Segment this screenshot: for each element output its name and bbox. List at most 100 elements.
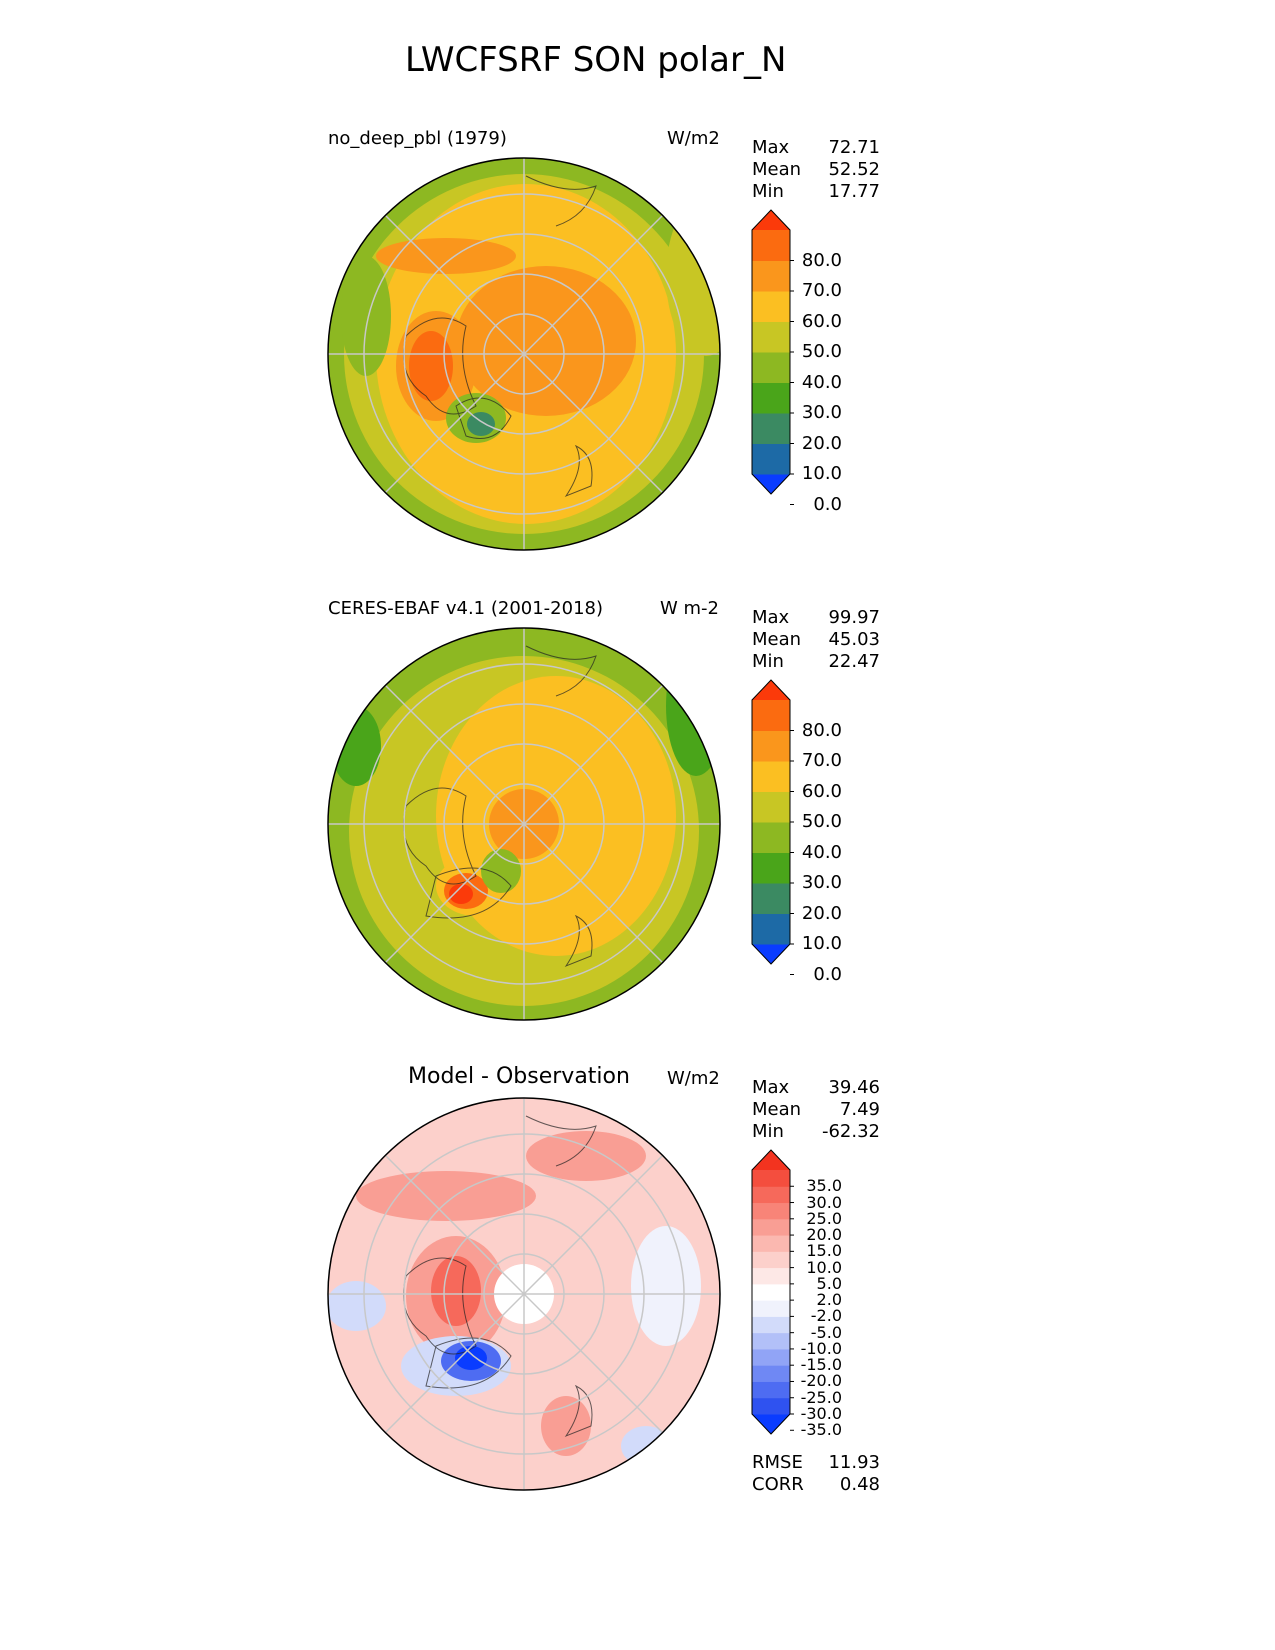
colorbar-bin <box>752 1332 790 1350</box>
colorbar-bin <box>752 1251 790 1269</box>
colorbar-outline <box>751 209 791 495</box>
colorbar-bin <box>752 1218 790 1236</box>
panel3-polar-map <box>327 1097 721 1491</box>
colorbar-bin <box>752 761 790 792</box>
colorbar-tick-label: -25.0 <box>800 1387 842 1407</box>
colorbar-tick-label: 0.0 <box>813 493 842 515</box>
colorbar-bin <box>752 1283 790 1301</box>
colorbar-bin <box>752 382 790 414</box>
colorbar-tick-label: 20.0 <box>801 432 842 454</box>
colorbar-bin <box>752 822 790 853</box>
colorbar-extend-max <box>752 210 790 230</box>
colorbar-tick-label: 20.0 <box>806 1225 842 1245</box>
rmse-value: 11.93 <box>828 1452 880 1473</box>
colorbar-tick-label: -10.0 <box>800 1338 842 1358</box>
colorbar-tick-label: 50.0 <box>801 811 842 832</box>
colorbar-extend-max <box>752 1150 790 1170</box>
stat-min-value: 17.77 <box>828 181 880 202</box>
colorbar-tick-label: 50.0 <box>801 341 842 362</box>
colorbar-bin <box>752 291 790 322</box>
colorbar-tick-label: -2.0 <box>810 1306 842 1326</box>
colorbar-outline <box>751 679 791 965</box>
panel1-stats: Max 72.71 Mean 52.52 Min 17.77 <box>752 137 880 203</box>
colorbar-tick-label: 25.0 <box>806 1208 842 1228</box>
colorbar-bin <box>752 1397 790 1415</box>
stat-max-label: Max <box>752 1077 790 1098</box>
panel3-colorbar <box>751 1149 794 1435</box>
stat-min-label: Min <box>752 181 784 202</box>
colorbar-tick-label: 30.0 <box>806 1192 842 1212</box>
coastlines <box>403 175 597 498</box>
panel3-metrics: RMSE 11.93 CORR 0.48 <box>752 1452 880 1496</box>
colorbar-extend-min <box>752 944 790 964</box>
stat-mean-value: 7.49 <box>839 1099 880 1120</box>
colorbar-extend-min <box>752 474 790 494</box>
colorbar-bin <box>752 1186 790 1204</box>
stat-min-value: -62.32 <box>821 1121 880 1142</box>
colorbar-bin <box>752 1381 790 1399</box>
stat-max-label: Max <box>752 137 790 158</box>
colorbar-outline <box>751 1149 791 1435</box>
colorbar-bin <box>752 852 790 884</box>
stat-mean-value: 45.03 <box>828 629 880 650</box>
panel1-colorbar <box>751 209 794 505</box>
colorbar-tick-label: 10.0 <box>801 933 842 954</box>
graticule <box>328 158 720 550</box>
stat-mean-label: Mean <box>752 159 802 180</box>
colorbar-tick-label: -15.0 <box>800 1355 842 1375</box>
colorbar-tick-label: 80.0 <box>801 249 842 271</box>
colorbar-bin <box>752 1316 790 1334</box>
colorbar-tick-label: -30.0 <box>800 1404 842 1423</box>
colorbar-bin <box>752 1300 790 1317</box>
colorbar-bin <box>752 1202 790 1220</box>
stat-max-value: 99.97 <box>828 607 880 628</box>
stat-mean-label: Mean <box>752 629 802 650</box>
colorbar-bin <box>752 730 790 762</box>
colorbar-extend-max <box>752 680 790 700</box>
stat-max-value: 39.46 <box>828 1077 880 1098</box>
colorbar-tick-label: 30.0 <box>801 402 842 423</box>
colorbar-tick-label: 70.0 <box>801 750 842 771</box>
colorbar-bin <box>752 913 790 945</box>
colorbar-bin <box>752 1267 790 1285</box>
panel1-units: W/m2 <box>667 128 720 149</box>
colorbar-tick-label: 0.0 <box>813 963 842 985</box>
colorbar-tick-label: 2.0 <box>816 1290 842 1310</box>
colorbar-bin <box>752 443 790 475</box>
panel3-units: W/m2 <box>667 1068 720 1089</box>
colorbar-tick-label: 40.0 <box>801 371 842 393</box>
colorbar-bin <box>752 1365 790 1382</box>
page-title: LWCFSRF SON polar_N <box>405 40 787 80</box>
panel2-colorbar <box>751 679 794 975</box>
corr-value: 0.48 <box>839 1474 880 1495</box>
stat-min-label: Min <box>752 1121 784 1142</box>
panel2-case-label: CERES-EBAF v4.1 (2001-2018) <box>328 598 604 619</box>
colorbar-tick-label: 35.0 <box>806 1176 842 1196</box>
panel2-units: W m-2 <box>660 598 720 619</box>
stat-min-value: 22.47 <box>828 651 880 672</box>
colorbar-tick-label: 60.0 <box>801 310 842 332</box>
colorbar-tick-label: 10.0 <box>801 463 842 484</box>
colorbar-tick-label: 20.0 <box>801 902 842 924</box>
stat-max-label: Max <box>752 607 790 628</box>
stat-min-label: Min <box>752 651 784 672</box>
colorbar-bin <box>752 1348 790 1366</box>
colorbar-tick-label: 70.0 <box>801 280 842 301</box>
colorbar-bin <box>752 321 790 353</box>
colorbar-tick-label: -35.0 <box>800 1420 842 1440</box>
panel1-polar-map <box>327 157 721 551</box>
colorbar-tick-label: 15.0 <box>806 1241 842 1261</box>
graticule <box>328 628 720 1020</box>
colorbar-tick-label: -5.0 <box>810 1322 842 1342</box>
colorbar-bin <box>752 1170 790 1187</box>
colorbar-tick-label: 10.0 <box>806 1257 842 1277</box>
rmse-label: RMSE <box>752 1452 803 1473</box>
corr-label: CORR <box>752 1474 804 1495</box>
stat-mean-label: Mean <box>752 1099 802 1120</box>
colorbar-bin <box>752 413 790 444</box>
colorbar-tick-label: 60.0 <box>801 780 842 802</box>
panel2-stats: Max 99.97 Mean 45.03 Min 22.47 <box>752 607 880 673</box>
panel1-case-label: no_deep_pbl (1979) <box>328 128 507 149</box>
colorbar-tick-label: 80.0 <box>801 719 842 741</box>
colorbar-tick-label: 40.0 <box>801 841 842 863</box>
